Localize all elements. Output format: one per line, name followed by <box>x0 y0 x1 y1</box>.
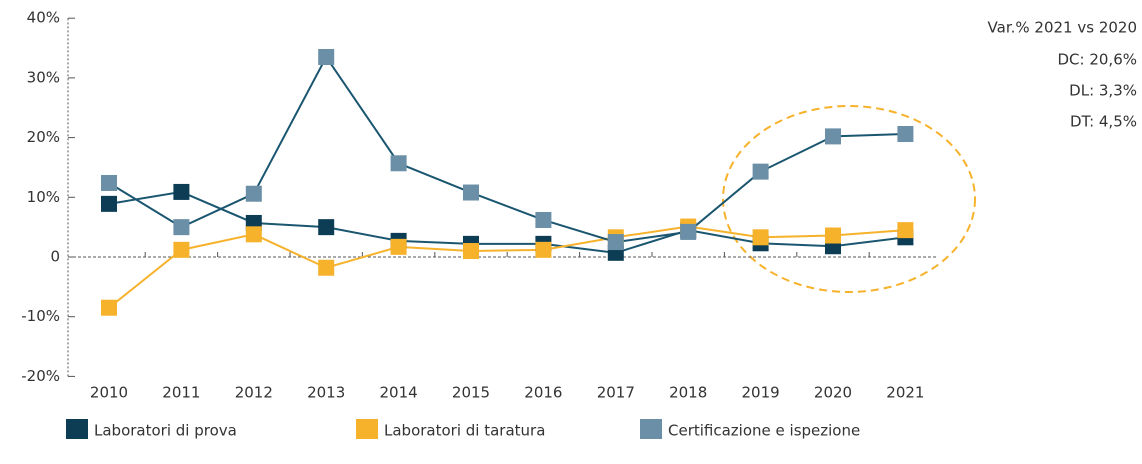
point-marker <box>463 243 479 260</box>
point-marker <box>318 49 335 66</box>
legend-swatch <box>640 419 662 439</box>
annotations: Var.% 2021 vs 2020 DC: 20,6% DL: 3,3% DT… <box>988 19 1137 131</box>
legend-label: Laboratori di prova <box>94 422 237 440</box>
point-marker <box>535 241 552 258</box>
point-marker <box>897 126 914 143</box>
legend-swatch <box>66 419 88 439</box>
y-tick-label: 40% <box>27 9 60 27</box>
y-tick-label: 10% <box>27 188 60 206</box>
point-marker <box>463 184 479 201</box>
y-tick-label: 30% <box>27 68 60 86</box>
point-marker <box>101 195 117 212</box>
point-marker <box>680 223 697 240</box>
x-tick-label: 2017 <box>597 384 635 402</box>
point-marker <box>101 174 117 191</box>
annotation: DT: 4,5% <box>1070 113 1137 131</box>
y-tick-label: -20% <box>21 367 60 385</box>
x-tick-label: 2010 <box>90 384 128 402</box>
point-marker <box>752 163 769 180</box>
x-tick-label: 2016 <box>524 384 562 402</box>
point-marker <box>825 227 841 244</box>
y-tick-label: -10% <box>21 307 60 325</box>
series-line <box>108 55 906 244</box>
point-marker <box>318 219 335 236</box>
x-tick-label: 2015 <box>452 384 490 402</box>
x-tick-label: 2020 <box>814 384 852 402</box>
x-tick-label: 2012 <box>235 384 273 402</box>
y-tick-label: 0 <box>50 248 60 266</box>
x-tick-label: 2013 <box>307 384 345 402</box>
series-line <box>108 225 906 309</box>
point-marker <box>173 241 190 258</box>
x-tick-label: 2021 <box>886 384 924 402</box>
point-marker <box>535 211 552 228</box>
legend-swatch <box>356 419 378 439</box>
legend-label: Laboratori di taratura <box>384 422 545 440</box>
x-tick-label: 2019 <box>742 384 780 402</box>
point-marker <box>318 259 335 276</box>
y-tick-label: 20% <box>27 128 60 146</box>
point-marker <box>752 229 769 246</box>
legend-label: Certificazione e ispezione <box>668 422 860 440</box>
point-marker <box>245 185 262 202</box>
point-marker <box>101 299 117 316</box>
x-tick-label: 2018 <box>669 384 707 402</box>
point-marker <box>173 219 190 236</box>
point-marker <box>245 226 262 243</box>
point-marker <box>897 222 914 239</box>
annotation: Var.% 2021 vs 2020 <box>988 19 1137 37</box>
annotation: DC: 20,6% <box>1058 51 1138 69</box>
x-tick-label: 2011 <box>162 384 200 402</box>
x-tick-label: 2014 <box>380 384 418 402</box>
point-marker <box>607 234 624 251</box>
point-marker <box>390 155 407 172</box>
point-marker <box>825 128 841 145</box>
annotation: DL: 3,3% <box>1069 82 1137 100</box>
highlight-ellipse <box>722 105 976 293</box>
point-marker <box>390 238 407 255</box>
point-marker <box>173 183 190 200</box>
series-line <box>108 190 906 254</box>
